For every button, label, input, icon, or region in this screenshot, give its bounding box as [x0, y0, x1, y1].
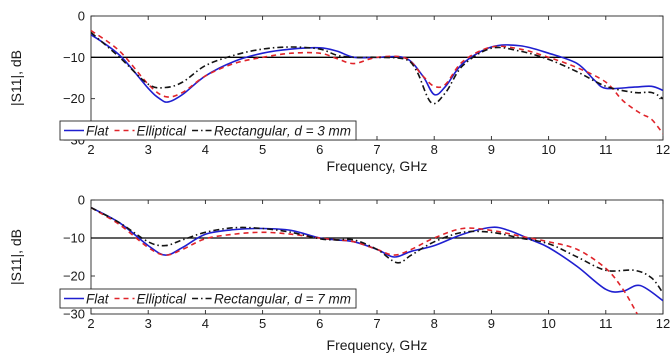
x-tick-label: 5 — [259, 316, 266, 331]
x-tick-label: 12 — [656, 142, 670, 157]
legend-suffix-prefix: , — [287, 292, 295, 307]
y-tick-label: −30 — [63, 307, 85, 322]
x-axis-label: Frequency, GHz — [327, 158, 428, 174]
legend: Flat Elliptical Rectangular, d = 7 mm — [59, 288, 357, 309]
x-tick-label: 6 — [316, 316, 323, 331]
series-line-flat — [91, 33, 663, 103]
y-tick-label: 0 — [78, 193, 85, 208]
y-tick-label: −10 — [63, 50, 85, 65]
x-tick-label: 10 — [541, 142, 555, 157]
legend-label-rectangular: Rectangular — [214, 124, 287, 139]
x-tick-label: 3 — [145, 316, 152, 331]
x-tick-label: 9 — [488, 142, 495, 157]
x-tick-label: 8 — [431, 316, 438, 331]
x-tick-label: 5 — [259, 142, 266, 157]
legend-label-elliptical: Elliptical — [137, 124, 188, 139]
legend-label-rectangular: Rectangular — [214, 292, 287, 307]
x-tick-label: 11 — [599, 142, 613, 157]
x-axis-label: Frequency, GHz — [327, 337, 428, 353]
y-tick-label: −10 — [63, 231, 85, 246]
legend-suffix-var: d — [294, 292, 302, 307]
series-line-elliptical — [91, 29, 663, 135]
series-line-rectangular — [91, 31, 663, 105]
legend-label-flat: Flat — [86, 292, 110, 307]
legend-suffix: , d = 7 mm — [287, 292, 351, 307]
legend-label-flat: Flat — [86, 124, 110, 139]
x-tick-label: 4 — [202, 142, 209, 157]
legend-suffix-prefix: , — [287, 124, 295, 139]
y-tick-label: −20 — [63, 91, 85, 106]
x-tick-label: 4 — [202, 316, 209, 331]
series-line-rectangular — [91, 206, 663, 294]
x-tick-label: 11 — [599, 316, 613, 331]
legend: Flat Elliptical Rectangular, d = 3 mm — [59, 120, 357, 141]
y-axis-label: |S11|, dB — [8, 50, 24, 106]
x-tick-label: 12 — [656, 316, 670, 331]
x-tick-label: 7 — [373, 316, 380, 331]
legend-suffix: , d = 3 mm — [287, 124, 351, 139]
series-line-elliptical — [91, 206, 638, 314]
x-tick-label: 8 — [431, 142, 438, 157]
y-tick-label: −20 — [63, 269, 85, 284]
series-line-flat — [91, 206, 663, 302]
y-tick-label: 0 — [78, 9, 85, 24]
x-tick-label: 3 — [145, 142, 152, 157]
legend-label-elliptical: Elliptical — [137, 292, 188, 307]
x-tick-label: 9 — [488, 316, 495, 331]
x-tick-label: 6 — [316, 142, 323, 157]
x-tick-label: 2 — [87, 142, 94, 157]
legend-suffix-value: = 3 mm — [302, 124, 351, 139]
x-tick-label: 2 — [87, 316, 94, 331]
legend-suffix-var: d — [294, 124, 302, 139]
x-tick-label: 7 — [373, 142, 380, 157]
x-tick-label: 10 — [541, 316, 555, 331]
y-axis-label: |S11|, dB — [8, 229, 24, 285]
chart-panel-2: 2 3 4 5 6 7 8 9 10 11 12 0 −10 −20 −30 Frequency, GHz |S… — [8, 193, 670, 354]
legend-suffix-value: = 7 mm — [302, 292, 351, 307]
